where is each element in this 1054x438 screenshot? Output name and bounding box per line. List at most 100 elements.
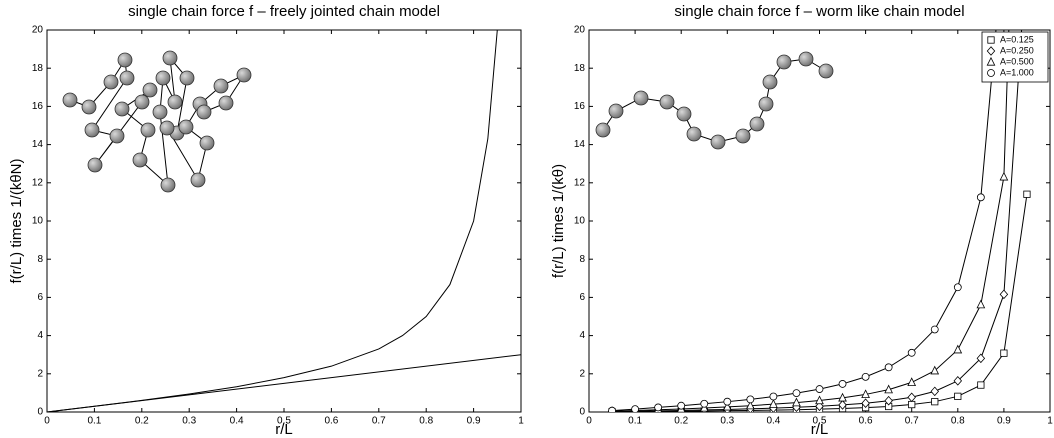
data-point (861, 398, 870, 409)
x-tick-label: 1 (518, 416, 524, 427)
data-point (815, 401, 824, 412)
y-tick-label: 20 (574, 25, 586, 36)
y-tick-label: 16 (574, 101, 586, 112)
legend-label: A=0.500 (1000, 56, 1034, 66)
y-tick-label: 0 (579, 407, 585, 418)
x-tick-label: 0.8 (951, 416, 965, 427)
data-point (976, 299, 986, 309)
legend-marker (987, 36, 995, 44)
series-group (47, 30, 521, 412)
data-point (838, 380, 847, 388)
y-tick-label: 8 (37, 254, 43, 265)
y-tick-label: 4 (37, 330, 43, 341)
legend-marker (986, 56, 996, 66)
data-point (608, 406, 616, 412)
data-point (907, 377, 917, 386)
x-tick-label: 1 (1047, 416, 1053, 427)
x-tick-label: 0.1 (87, 416, 101, 427)
x-tick-label: 0.9 (997, 416, 1011, 427)
x-tick-label: 0.3 (182, 416, 196, 427)
data-point (953, 344, 963, 354)
series-line (612, 30, 997, 412)
legend-marker (987, 69, 995, 77)
data-point (792, 397, 801, 407)
y-tick-label: 12 (574, 177, 586, 188)
chart-title: single chain force f – freely jointed ch… (128, 3, 440, 20)
y-tick-label: 0 (37, 407, 43, 418)
data-point (884, 363, 893, 372)
data-point (654, 403, 663, 412)
x-tick-label: 0.6 (324, 416, 338, 427)
series-group (607, 30, 1031, 412)
data-point (723, 397, 732, 406)
freely-jointed-chain-illustration (62, 50, 252, 193)
data-point (861, 372, 870, 381)
data-point (953, 376, 963, 386)
data-point (722, 401, 732, 411)
data-point (907, 348, 916, 357)
data-point (1023, 190, 1031, 198)
y-tick-label: 6 (37, 292, 43, 303)
y-axis-label: f(r/L) times 1/(kθN) (8, 158, 25, 283)
y-tick-label: 18 (32, 63, 44, 74)
data-point (861, 389, 870, 399)
x-tick-label: 0 (44, 416, 50, 427)
series-line (612, 30, 1010, 412)
plot-frame (46, 29, 522, 413)
data-point (1000, 349, 1008, 357)
data-point (631, 405, 639, 412)
x-axis-label: r/L (811, 421, 829, 438)
y-tick-label: 2 (37, 368, 43, 379)
data-point (884, 395, 893, 406)
legend-marker (986, 46, 996, 56)
y-tick-label: 14 (32, 139, 44, 150)
data-point (953, 283, 962, 292)
y-tick-label: 6 (579, 292, 585, 303)
data-point (815, 385, 824, 393)
data-point (746, 395, 755, 404)
data-point (999, 289, 1009, 300)
data-point (999, 171, 1009, 181)
data-point (677, 401, 686, 410)
data-point (746, 400, 755, 410)
y-tick-label: 18 (574, 63, 586, 74)
x-tick-label: 0.7 (905, 416, 919, 427)
x-tick-label: 0.7 (372, 416, 386, 427)
data-point (769, 392, 778, 401)
legend-label: A=0.125 (1000, 34, 1034, 44)
x-tick-label: 0.5 (813, 416, 827, 427)
x-tick-label: 0.2 (674, 416, 688, 427)
series-line (612, 30, 1023, 412)
chart-title: single chain force f – worm like chain m… (674, 3, 964, 20)
x-tick-label: 0.3 (720, 416, 734, 427)
plot: single chain force f – freely jointed ch… (8, 3, 524, 438)
data-point (954, 392, 962, 400)
x-tick-label: 0.1 (628, 416, 642, 427)
data-point (908, 400, 916, 409)
x-tick-label: 0 (586, 416, 592, 427)
y-tick-label: 14 (574, 139, 586, 150)
data-point (792, 389, 801, 397)
y-tick-label: 20 (32, 25, 44, 36)
x-tick-label: 0.9 (467, 416, 481, 427)
x-axis-label: r/L (275, 421, 293, 438)
data-point (931, 398, 939, 406)
data-point (930, 325, 939, 334)
data-point (930, 386, 939, 397)
data-point (815, 395, 824, 405)
data-point (976, 353, 986, 364)
y-tick-label: 12 (32, 177, 44, 188)
legend-label: A=1.000 (1000, 67, 1034, 77)
data-point (884, 384, 893, 394)
x-tick-label: 0.6 (859, 416, 873, 427)
worm-like-chain-illustration (595, 51, 834, 150)
series-line (47, 30, 498, 412)
y-tick-label: 16 (32, 101, 44, 112)
y-tick-label: 2 (579, 368, 585, 379)
x-tick-label: 0.5 (277, 416, 291, 427)
data-point (930, 365, 940, 375)
data-point (769, 399, 778, 408)
y-axis-label: f(r/L) times 1/(kθ) (550, 164, 567, 278)
